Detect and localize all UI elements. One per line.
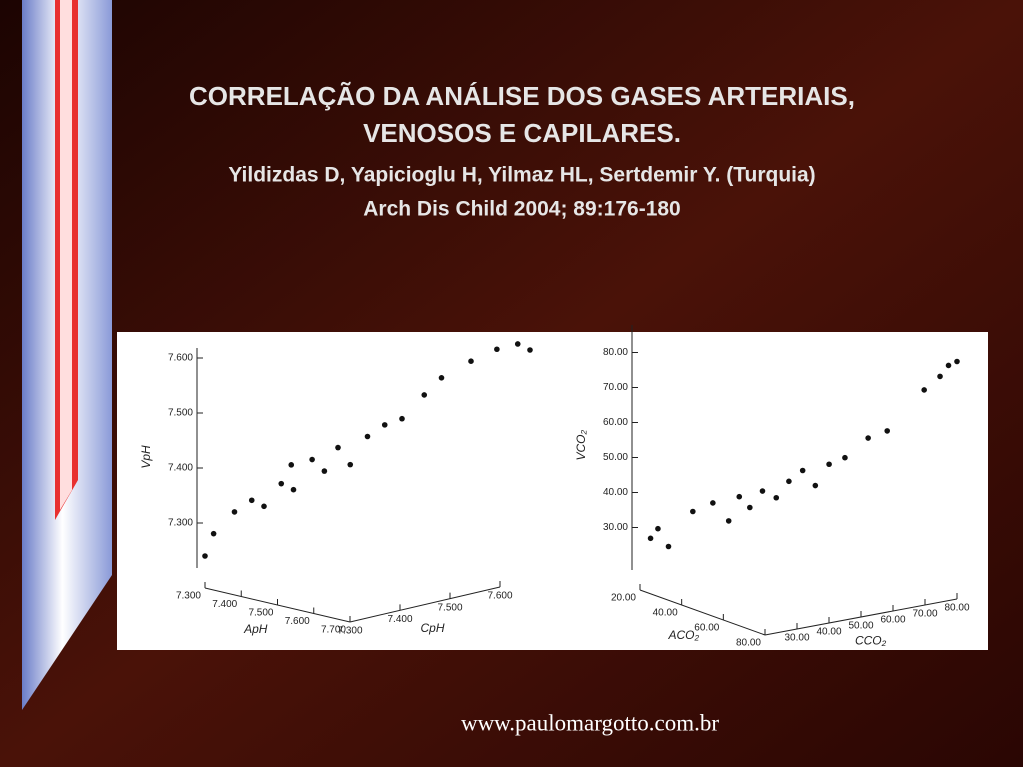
z-tick-label: 7.500 [168,408,193,419]
data-point [884,428,890,434]
z-tick-label: 70.00 [603,382,628,393]
z-tick-label: 7.300 [168,518,193,529]
x-tick-label: 80.00 [736,638,761,649]
y-tick-label: 7.400 [387,614,412,625]
data-point [421,392,428,398]
data-point [826,461,832,468]
data-point [438,375,445,381]
figure-panel [117,332,988,650]
x-tick-label: 7.300 [176,591,201,602]
y-tick-label: 7.300 [337,626,362,637]
data-point [288,462,295,468]
x-tick-label: 40.00 [653,608,678,619]
y-tick-label: 60.00 [880,615,905,626]
data-point [665,543,672,550]
data-point [690,508,696,515]
y-axis-label: CCO₂ [855,633,887,647]
title: CORRELAÇÃO DA ANÁLISE DOS GASES ARTERIAI… [189,81,855,111]
data-point [937,373,943,380]
y-tick-label: 80.00 [944,603,969,614]
z-tick-label: 60.00 [603,417,628,428]
data-point [773,494,780,501]
y-tick-label: 40.00 [816,627,841,638]
y-axis-label: CpH [420,621,444,635]
data-point [954,358,960,365]
y-tick-label: 7.500 [437,602,462,613]
data-point [261,503,267,510]
data-point [799,467,806,474]
website: www.paulomargotto.com.br [461,710,719,735]
x-axis-label: ApH [243,622,268,636]
data-point [786,478,792,485]
y-tick-label: 50.00 [848,621,873,632]
z-tick-label: 80.00 [603,347,628,358]
data-point [759,488,766,494]
data-point [736,493,743,500]
data-point [921,387,927,393]
z-tick-label: 40.00 [603,487,628,498]
data-point [278,480,285,487]
x-axis [639,589,766,636]
data-point [945,362,952,369]
x-tick-label: 7.500 [248,608,273,619]
z-axis-label: VCO₂ [574,430,588,461]
data-point [747,504,753,511]
x-tick-label: 7.400 [212,599,237,610]
data-point [812,482,819,489]
data-point [309,456,315,463]
citation: Arch Dis Child 2004; 89:176-180 [363,198,680,221]
z-tick-label: 30.00 [603,522,628,533]
z-tick-label: 7.600 [168,353,193,364]
authors: Yildizdas D, Yapicioglu H, Yilmaz HL, Se… [228,164,815,187]
y-tick-label: 70.00 [912,609,937,620]
data-point [514,341,521,347]
data-point [842,454,848,461]
data-point [335,444,341,451]
data-point [231,509,238,515]
data-point [399,415,405,422]
z-tick-label: 50.00 [603,452,628,463]
x-tick-label: 7.600 [285,616,310,627]
data-point [202,553,208,559]
data-point [468,358,474,365]
data-point [347,461,354,468]
data-point [865,435,871,441]
x-axis-label: ACO₂ [667,628,699,642]
data-point [364,433,371,440]
data-point [210,530,217,537]
data-point [321,468,328,474]
data-point [647,535,654,542]
z-tick-label: 7.400 [168,463,193,474]
data-point [381,422,388,428]
y-axis [349,586,501,623]
data-point [527,347,533,353]
data-point [248,497,255,504]
stripe-light [60,0,72,510]
z-axis-label: VpH [139,445,153,469]
y-tick-label: 30.00 [784,633,809,644]
data-point [494,346,500,353]
x-tick-label: 60.00 [694,623,719,634]
data-point [710,500,716,506]
data-point [290,486,297,493]
title: VENOSOS E CAPILARES. [363,118,681,148]
data-point [725,518,732,524]
x-tick-label: 20.00 [611,593,636,604]
data-point [655,525,661,532]
y-tick-label: 7.600 [487,591,512,602]
x-tick-label: 7.700 [321,625,346,636]
